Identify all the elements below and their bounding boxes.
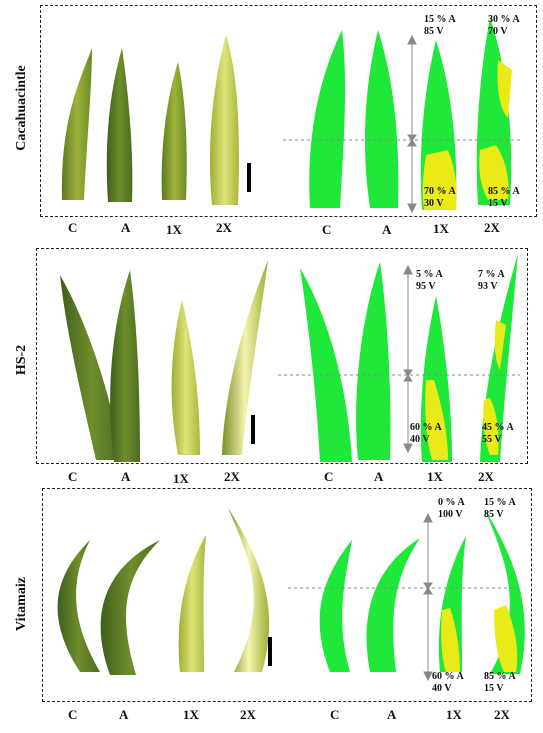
analysis-label: 2X	[484, 220, 500, 235]
leaf-analysis	[356, 262, 391, 460]
leaf-photo	[61, 48, 92, 200]
percent-bottom-2x: 45 % A 55 V	[482, 422, 514, 445]
panel-vitamaiz	[42, 488, 532, 702]
treatment-label: C	[68, 220, 78, 235]
leaf-yellow	[479, 145, 509, 200]
treatment-label: 1X	[166, 222, 182, 237]
leaf-yellow	[494, 605, 518, 672]
panel-hs2	[36, 248, 528, 464]
analysis-label: 2X	[478, 469, 494, 484]
percent-top-1x: 0 % A 100 V	[438, 497, 465, 520]
scale-bar	[251, 415, 255, 444]
analysis-label: 1X	[427, 469, 443, 484]
percent-top-2x: 30 % A 70 V	[488, 14, 520, 37]
treatment-label: A	[121, 469, 131, 484]
panel-cacahuacintle	[40, 5, 537, 217]
percent-top-2x: 7 % A 93 V	[478, 269, 505, 292]
treatment-label: A	[119, 707, 129, 722]
divider-row1	[283, 34, 520, 214]
leaf-yellow	[425, 380, 448, 460]
percent-bottom-2x: 85 % A 15 V	[488, 186, 520, 209]
treatment-label: 2X	[216, 220, 232, 235]
leaf-photo	[171, 300, 200, 455]
photo-leaves-row1	[61, 35, 251, 205]
analysis-leaves-row3	[319, 508, 525, 674]
analysis-label: A	[382, 222, 392, 237]
treatment-label: 1X	[183, 707, 199, 722]
leaf-photo	[222, 260, 268, 455]
scale-bar	[247, 163, 251, 192]
leaf-yellow	[441, 608, 460, 672]
analysis-label: 2X	[494, 707, 510, 722]
leaf-yellow	[494, 320, 506, 370]
leaf-photo	[106, 48, 133, 202]
divider-row2	[278, 264, 520, 454]
divider-row3	[288, 512, 520, 682]
percent-top-1x: 15 % A 85 V	[424, 14, 456, 37]
percent-bottom-2x: 85 % A 15 V	[484, 671, 516, 694]
photo-leaves-row3	[57, 508, 272, 675]
percent-bottom-1x: 60 % A 40 V	[432, 671, 464, 694]
analysis-label: C	[324, 469, 334, 484]
leaf-photo	[228, 508, 270, 672]
leaf-analysis	[484, 508, 525, 674]
treatment-label: C	[68, 469, 78, 484]
analysis-label: C	[330, 707, 340, 722]
leaf-photo	[110, 270, 140, 462]
percent-bottom-1x: 70 % A 30 V	[424, 186, 456, 209]
treatment-label: 2X	[224, 469, 240, 484]
leaf-yellow	[497, 60, 512, 118]
analysis-label: C	[322, 222, 332, 237]
leaf-yellow	[483, 398, 499, 455]
scale-bar	[268, 637, 272, 666]
analysis-leaves-row1	[309, 18, 512, 210]
analysis-label: 1X	[433, 221, 449, 236]
treatment-label: 1X	[173, 471, 189, 486]
leaf-yellow	[422, 150, 457, 210]
leaf-photo	[57, 540, 100, 672]
percent-bottom-1x: 60 % A 40 V	[410, 422, 442, 445]
leaf-photo	[60, 275, 122, 460]
analysis-label: A	[387, 707, 397, 722]
leaf-analysis	[364, 30, 399, 208]
leaf-analysis	[309, 30, 346, 208]
leaf-photo	[161, 62, 187, 200]
analysis-label: A	[374, 469, 384, 484]
percent-top-2x: 15 % A 85 V	[484, 497, 516, 520]
treatment-label: A	[121, 220, 131, 235]
leaf-photo	[100, 540, 160, 675]
leaf-analysis	[300, 268, 352, 462]
treatment-label: C	[68, 707, 78, 722]
photo-leaves-row2	[60, 260, 268, 462]
leaf-photo	[178, 535, 206, 672]
treatment-label: 2X	[240, 707, 256, 722]
analysis-leaves-row2	[300, 254, 518, 462]
leaf-photo	[209, 35, 239, 205]
leaf-analysis	[366, 538, 420, 672]
leaf-analysis	[319, 540, 352, 672]
analysis-label: 1X	[446, 707, 462, 722]
percent-top-1x: 5 % A 95 V	[416, 269, 443, 292]
